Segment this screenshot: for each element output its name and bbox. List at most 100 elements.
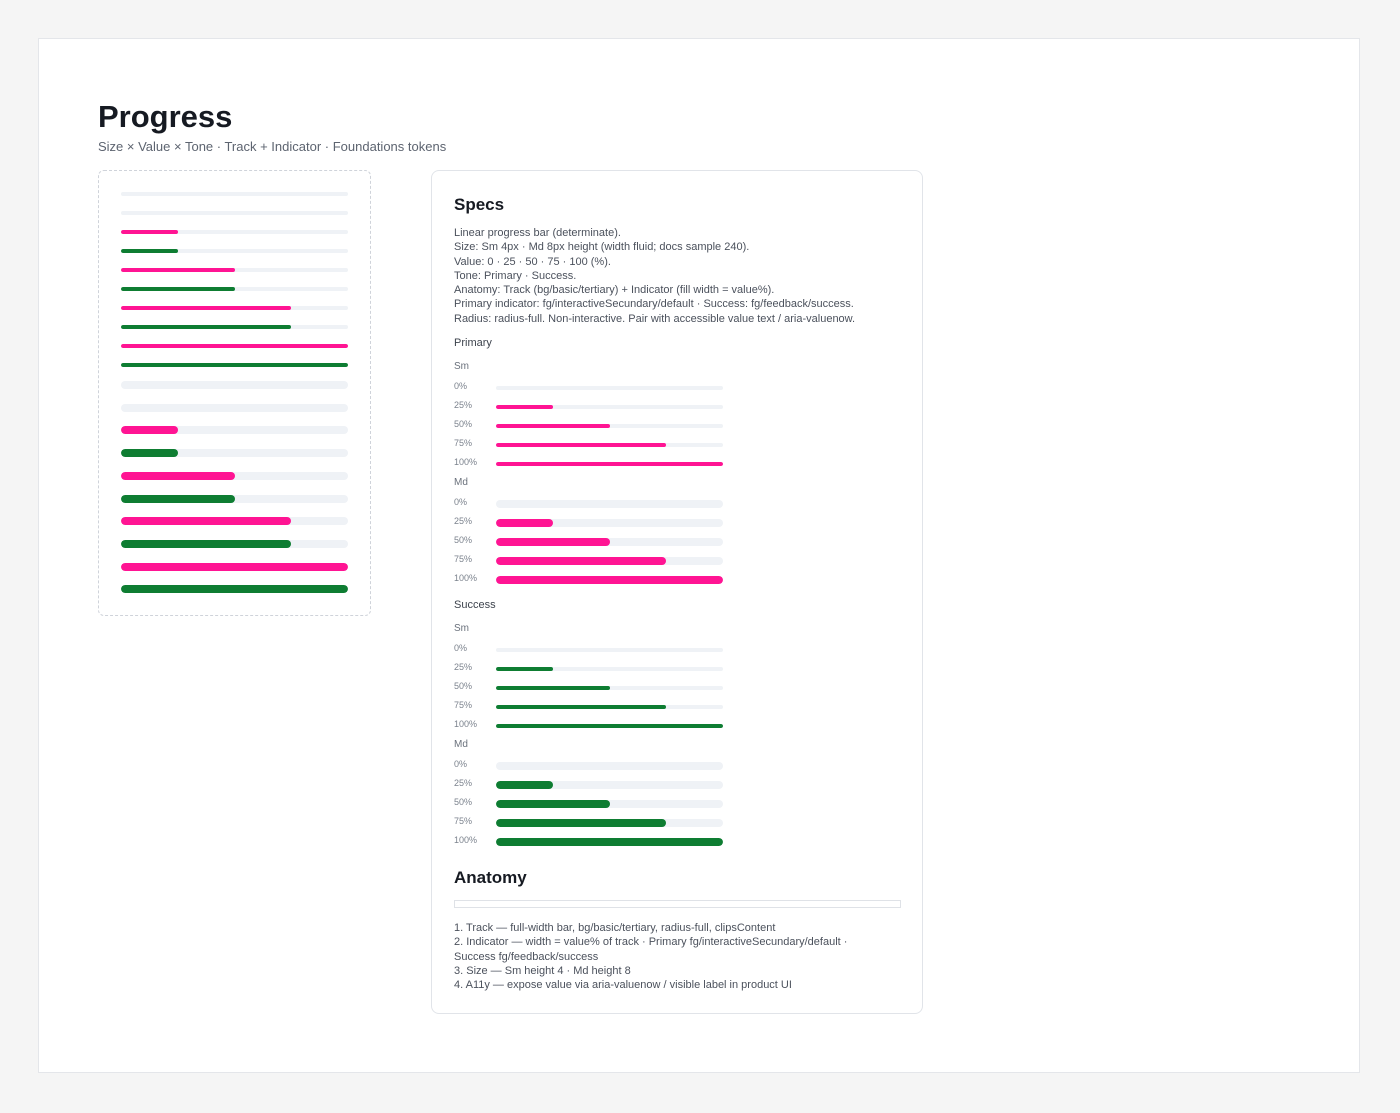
- progress-indicator-success: [121, 249, 178, 253]
- value-label: 75%: [454, 554, 473, 564]
- progress-track: [121, 585, 348, 593]
- progress-track: [496, 519, 723, 527]
- progress-indicator-primary: [496, 519, 553, 527]
- value-label: 0%: [454, 759, 468, 769]
- value-label: 100%: [454, 835, 478, 845]
- progress-track: [121, 325, 348, 329]
- progress-track: [121, 287, 348, 291]
- anatomy-description: 1. Track — full-width bar, bg/basic/tert…: [454, 921, 904, 992]
- progress-track: [121, 211, 348, 215]
- progress-indicator-success: [496, 686, 610, 690]
- progress-track: [121, 268, 348, 272]
- progress-indicator-success: [496, 667, 553, 671]
- progress-track: [496, 648, 723, 652]
- progress-track: [121, 472, 348, 480]
- progress-indicator-primary: [121, 306, 292, 310]
- progress-track: [121, 230, 348, 234]
- progress-track: [496, 762, 723, 770]
- spec-line: Anatomy: Track (bg/basic/tertiary) + Ind…: [454, 284, 775, 297]
- progress-indicator-primary: [121, 472, 235, 480]
- anatomy-line: 1. Track — full-width bar, bg/basic/tert…: [454, 922, 776, 934]
- progress-track: [496, 386, 723, 390]
- progress-indicator-primary: [496, 443, 667, 447]
- progress-indicator-primary: [496, 424, 610, 428]
- progress-indicator-success: [121, 540, 292, 548]
- specs-title: Specs: [454, 195, 505, 214]
- value-label: 25%: [454, 516, 473, 526]
- progress-track: [496, 686, 723, 690]
- progress-indicator-primary: [496, 405, 553, 409]
- progress-track: [121, 404, 348, 412]
- progress-track: [121, 249, 348, 253]
- anatomy-line: 2. Indicator — width = value% of track ·…: [454, 936, 848, 949]
- page-subtitle: Size × Value × Tone · Track + Indicator …: [98, 139, 447, 154]
- spec-line: Size: Sm 4px · Md 8px height (width flui…: [454, 241, 750, 254]
- progress-indicator-success: [121, 287, 235, 291]
- specs-card: Specs Linear progress bar (determinate).…: [431, 170, 923, 1014]
- anatomy-line: Success fg/feedback/success: [454, 950, 599, 963]
- progress-track: [121, 192, 348, 196]
- anatomy-track-diagram: [454, 900, 901, 908]
- value-label: 75%: [454, 700, 473, 710]
- progress-indicator-primary: [121, 268, 235, 272]
- progress-track: [121, 563, 348, 571]
- specs-description: Linear progress bar (determinate). Size: …: [454, 226, 914, 326]
- progress-indicator-success: [121, 495, 235, 503]
- value-label: 25%: [454, 400, 473, 410]
- value-label: 50%: [454, 535, 473, 545]
- progress-track: [496, 838, 723, 846]
- page-title: Progress: [98, 99, 233, 134]
- progress-track: [121, 306, 348, 310]
- progress-indicator-success: [121, 325, 292, 329]
- spec-line: Tone: Primary · Success.: [454, 269, 577, 282]
- progress-track: [121, 363, 348, 367]
- anatomy-line: 3. Size — Sm height 4 · Md height 8: [454, 964, 631, 977]
- progress-indicator-success: [496, 819, 667, 827]
- anatomy-title: Anatomy: [454, 868, 527, 887]
- progress-indicator-primary: [121, 230, 178, 234]
- progress-track: [496, 424, 723, 428]
- spec-line: Value: 0 · 25 · 50 · 75 · 100 (%).: [454, 255, 611, 268]
- tone-heading-success: Success: [454, 599, 496, 611]
- value-label: 100%: [454, 573, 478, 583]
- spec-line: Primary indicator: fg/interactiveSecunda…: [454, 298, 854, 311]
- tone-heading-primary: Primary: [454, 337, 492, 349]
- progress-track: [496, 557, 723, 565]
- progress-track: [121, 344, 348, 348]
- progress-indicator-success: [121, 363, 348, 367]
- value-label: 75%: [454, 816, 473, 826]
- progress-track: [496, 800, 723, 808]
- progress-track: [496, 576, 723, 584]
- value-label: 25%: [454, 778, 473, 788]
- value-label: 0%: [454, 381, 468, 391]
- spec-line: Linear progress bar (determinate).: [454, 227, 621, 239]
- value-label: 100%: [454, 457, 478, 467]
- progress-indicator-primary: [496, 462, 723, 466]
- progress-track: [496, 819, 723, 827]
- progress-track: [496, 724, 723, 728]
- value-label: 50%: [454, 419, 473, 429]
- progress-indicator-primary: [496, 576, 723, 584]
- progress-indicator-success: [496, 724, 723, 728]
- value-label: 75%: [454, 438, 473, 448]
- value-label: 50%: [454, 797, 473, 807]
- progress-indicator-success: [496, 705, 667, 709]
- progress-track: [496, 781, 723, 789]
- progress-indicator-success: [496, 800, 610, 808]
- anatomy-line: 4. A11y — expose value via aria-valuenow…: [454, 979, 792, 992]
- progress-track: [496, 538, 723, 546]
- value-label: 100%: [454, 719, 478, 729]
- progress-track: [496, 705, 723, 709]
- progress-track: [121, 449, 348, 457]
- progress-track: [121, 426, 348, 434]
- value-label: 50%: [454, 681, 473, 691]
- progress-indicator-primary: [121, 344, 348, 348]
- value-label: 0%: [454, 643, 468, 653]
- progress-track: [496, 443, 723, 447]
- progress-indicator-primary: [121, 563, 348, 571]
- progress-track: [496, 667, 723, 671]
- progress-track: [121, 495, 348, 503]
- component-set-frame: [98, 170, 371, 616]
- progress-indicator-success: [121, 449, 178, 457]
- progress-indicator-primary: [121, 426, 178, 434]
